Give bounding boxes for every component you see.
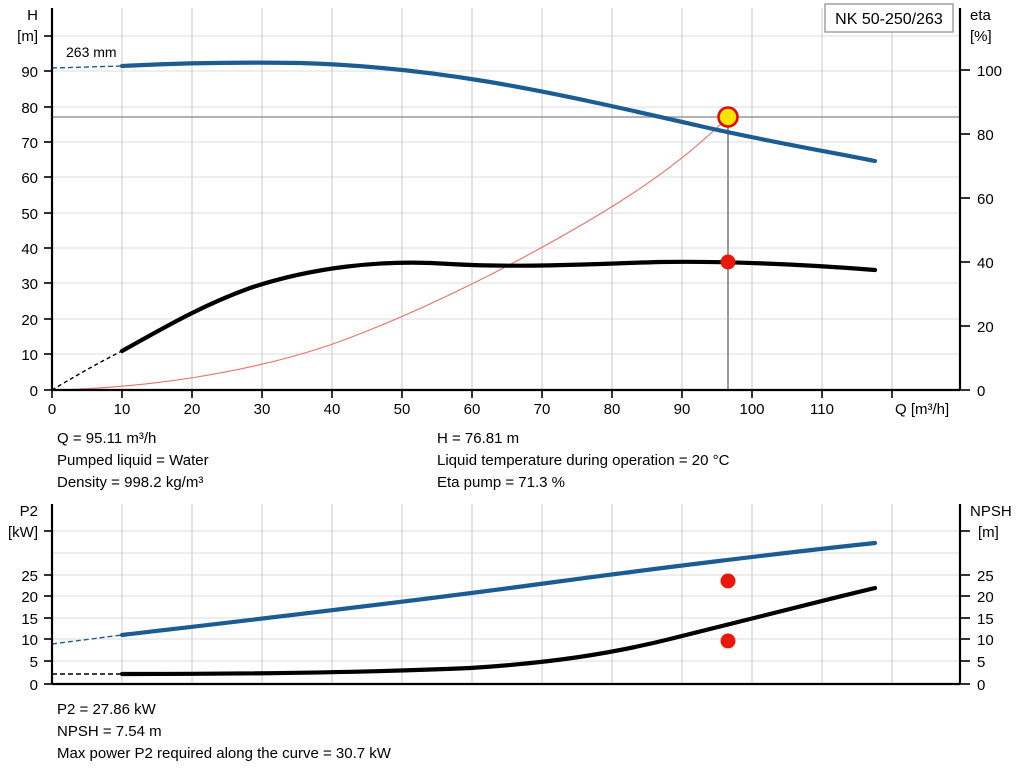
power-curve (119, 540, 878, 638)
efficiency-curve-extrapolation (51, 350, 123, 391)
top-q-tick-70: 70 (534, 401, 551, 418)
power-npsh-svg: 0 5 10 15 20 25 P2 [kW] 0 5 10 15 20 25 … (8, 503, 1012, 694)
duty-info-eta: Eta pump = 71.3 % (437, 474, 565, 491)
top-q-tick-90: 90 (674, 401, 691, 418)
top-right-axis-title: eta (970, 7, 992, 24)
top-eta-tick-20: 20 (977, 319, 994, 336)
head-efficiency-chart: 0 10 20 30 40 50 60 70 80 90 H [m] 0 20 … (17, 3, 1002, 418)
p2-duty-point-marker[interactable] (720, 573, 736, 589)
duty-info-temp: Liquid temperature during operation = 20… (437, 452, 730, 469)
top-eta-tick-0: 0 (977, 383, 985, 400)
top-q-tick-30: 30 (254, 401, 271, 418)
top-eta-tick-40: 40 (977, 255, 994, 272)
eta-point-marker[interactable] (720, 254, 736, 270)
bottom-p2-tick-15: 15 (21, 611, 38, 628)
top-q-tick-20: 20 (184, 401, 201, 418)
power-info-block: P2 = 27.86 kW NPSH = 7.54 m Max power P2… (57, 699, 957, 765)
top-h-tick-20: 20 (21, 312, 38, 329)
system-curve (51, 116, 729, 391)
top-x-ticks (51, 390, 893, 398)
bottom-npsh-tick-5: 5 (977, 654, 985, 671)
top-eta-tick-80: 80 (977, 127, 994, 144)
bottom-horizontal-gridlines (52, 530, 960, 662)
bottom-right-axis-title: NPSH (970, 503, 1012, 520)
top-q-tick-50: 50 (394, 401, 411, 418)
bottom-p2-tick-25: 25 (21, 568, 38, 585)
power-curve-extrapolation (51, 634, 123, 645)
top-q-tick-80: 80 (604, 401, 621, 418)
top-left-axis-title: H (27, 7, 38, 24)
top-h-tick-30: 30 (21, 276, 38, 293)
power-info-p2: P2 = 27.86 kW (57, 701, 156, 718)
top-left-ticks (44, 35, 52, 391)
bottom-plot-area (52, 504, 960, 684)
bottom-right-axis-unit: [m] (978, 524, 999, 541)
model-label-box: NK 50-250/263 (824, 3, 954, 33)
bottom-npsh-tick-0: 0 (977, 677, 985, 694)
top-plot-area (52, 8, 960, 390)
top-right-ticks (960, 69, 970, 391)
duty-info-block: Q = 95.11 m³/h Pumped liquid = Water Den… (0, 428, 1024, 498)
top-q-tick-110: 110 (810, 401, 834, 418)
top-q-tick-0: 0 (48, 401, 56, 418)
head-curve (119, 60, 878, 164)
top-h-tick-80: 80 (21, 100, 38, 117)
top-eta-tick-100: 100 (977, 63, 1002, 80)
top-x-axis-title: Q [m³/h] (895, 401, 949, 418)
npsh-curve (119, 585, 878, 677)
power-npsh-chart: 0 5 10 15 20 25 P2 [kW] 0 5 10 15 20 25 … (0, 498, 1024, 698)
duty-info-liquid: Pumped liquid = Water (57, 452, 209, 469)
top-h-tick-0: 0 (30, 383, 38, 400)
bottom-npsh-tick-20: 20 (977, 589, 994, 606)
bottom-p2-tick-20: 20 (21, 589, 38, 606)
top-vertical-gridlines (121, 8, 893, 390)
top-left-axis-unit: [m] (17, 28, 38, 45)
top-h-tick-70: 70 (21, 135, 38, 152)
duty-info-right-column: H = 76.81 m Liquid temperature during op… (437, 428, 729, 494)
bottom-p2-tick-0: 0 (30, 677, 38, 694)
head-curve-extrapolation (51, 65, 123, 69)
model-label: NK 50-250/263 (835, 11, 943, 28)
top-h-tick-60: 60 (21, 170, 38, 187)
bottom-vertical-gridlines (121, 504, 893, 684)
power-info-max-power: Max power P2 required along the curve = … (57, 745, 391, 762)
top-q-tick-100: 100 (739, 401, 764, 418)
head-efficiency-svg: 0 10 20 30 40 50 60 70 80 90 H [m] 0 20 … (17, 3, 1002, 418)
top-q-tick-40: 40 (324, 401, 341, 418)
duty-info-q: Q = 95.11 m³/h (57, 430, 157, 447)
duty-info-density: Density = 998.2 kg/m³ (57, 474, 204, 491)
top-q-tick-10: 10 (114, 401, 131, 418)
bottom-p2-tick-10: 10 (21, 632, 38, 649)
top-eta-tick-60: 60 (977, 191, 994, 208)
impeller-size-label: 263 mm (66, 44, 117, 60)
npsh-duty-point-marker[interactable] (720, 633, 736, 649)
top-h-tick-10: 10 (21, 347, 38, 364)
top-h-tick-40: 40 (21, 241, 38, 258)
bottom-p2-tick-5: 5 (30, 654, 38, 671)
bottom-npsh-tick-15: 15 (977, 611, 994, 628)
top-right-axis-unit: [%] (970, 28, 992, 45)
bottom-left-axis-unit: [kW] (8, 524, 38, 541)
bottom-right-ticks (960, 530, 970, 685)
bottom-left-ticks (44, 530, 52, 685)
duty-point-marker[interactable] (717, 106, 739, 128)
duty-info-h: H = 76.81 m (437, 430, 520, 447)
bottom-left-axis-title: P2 (20, 503, 38, 520)
power-info-npsh: NPSH = 7.54 m (57, 723, 162, 740)
duty-info-left-column: Q = 95.11 m³/h Pumped liquid = Water Den… (57, 428, 209, 494)
top-horizontal-gridlines (52, 35, 960, 355)
bottom-npsh-tick-25: 25 (977, 568, 994, 585)
top-h-tick-90: 90 (21, 64, 38, 81)
top-h-tick-50: 50 (21, 206, 38, 223)
top-q-tick-60: 60 (464, 401, 481, 418)
bottom-npsh-tick-10: 10 (977, 632, 994, 649)
